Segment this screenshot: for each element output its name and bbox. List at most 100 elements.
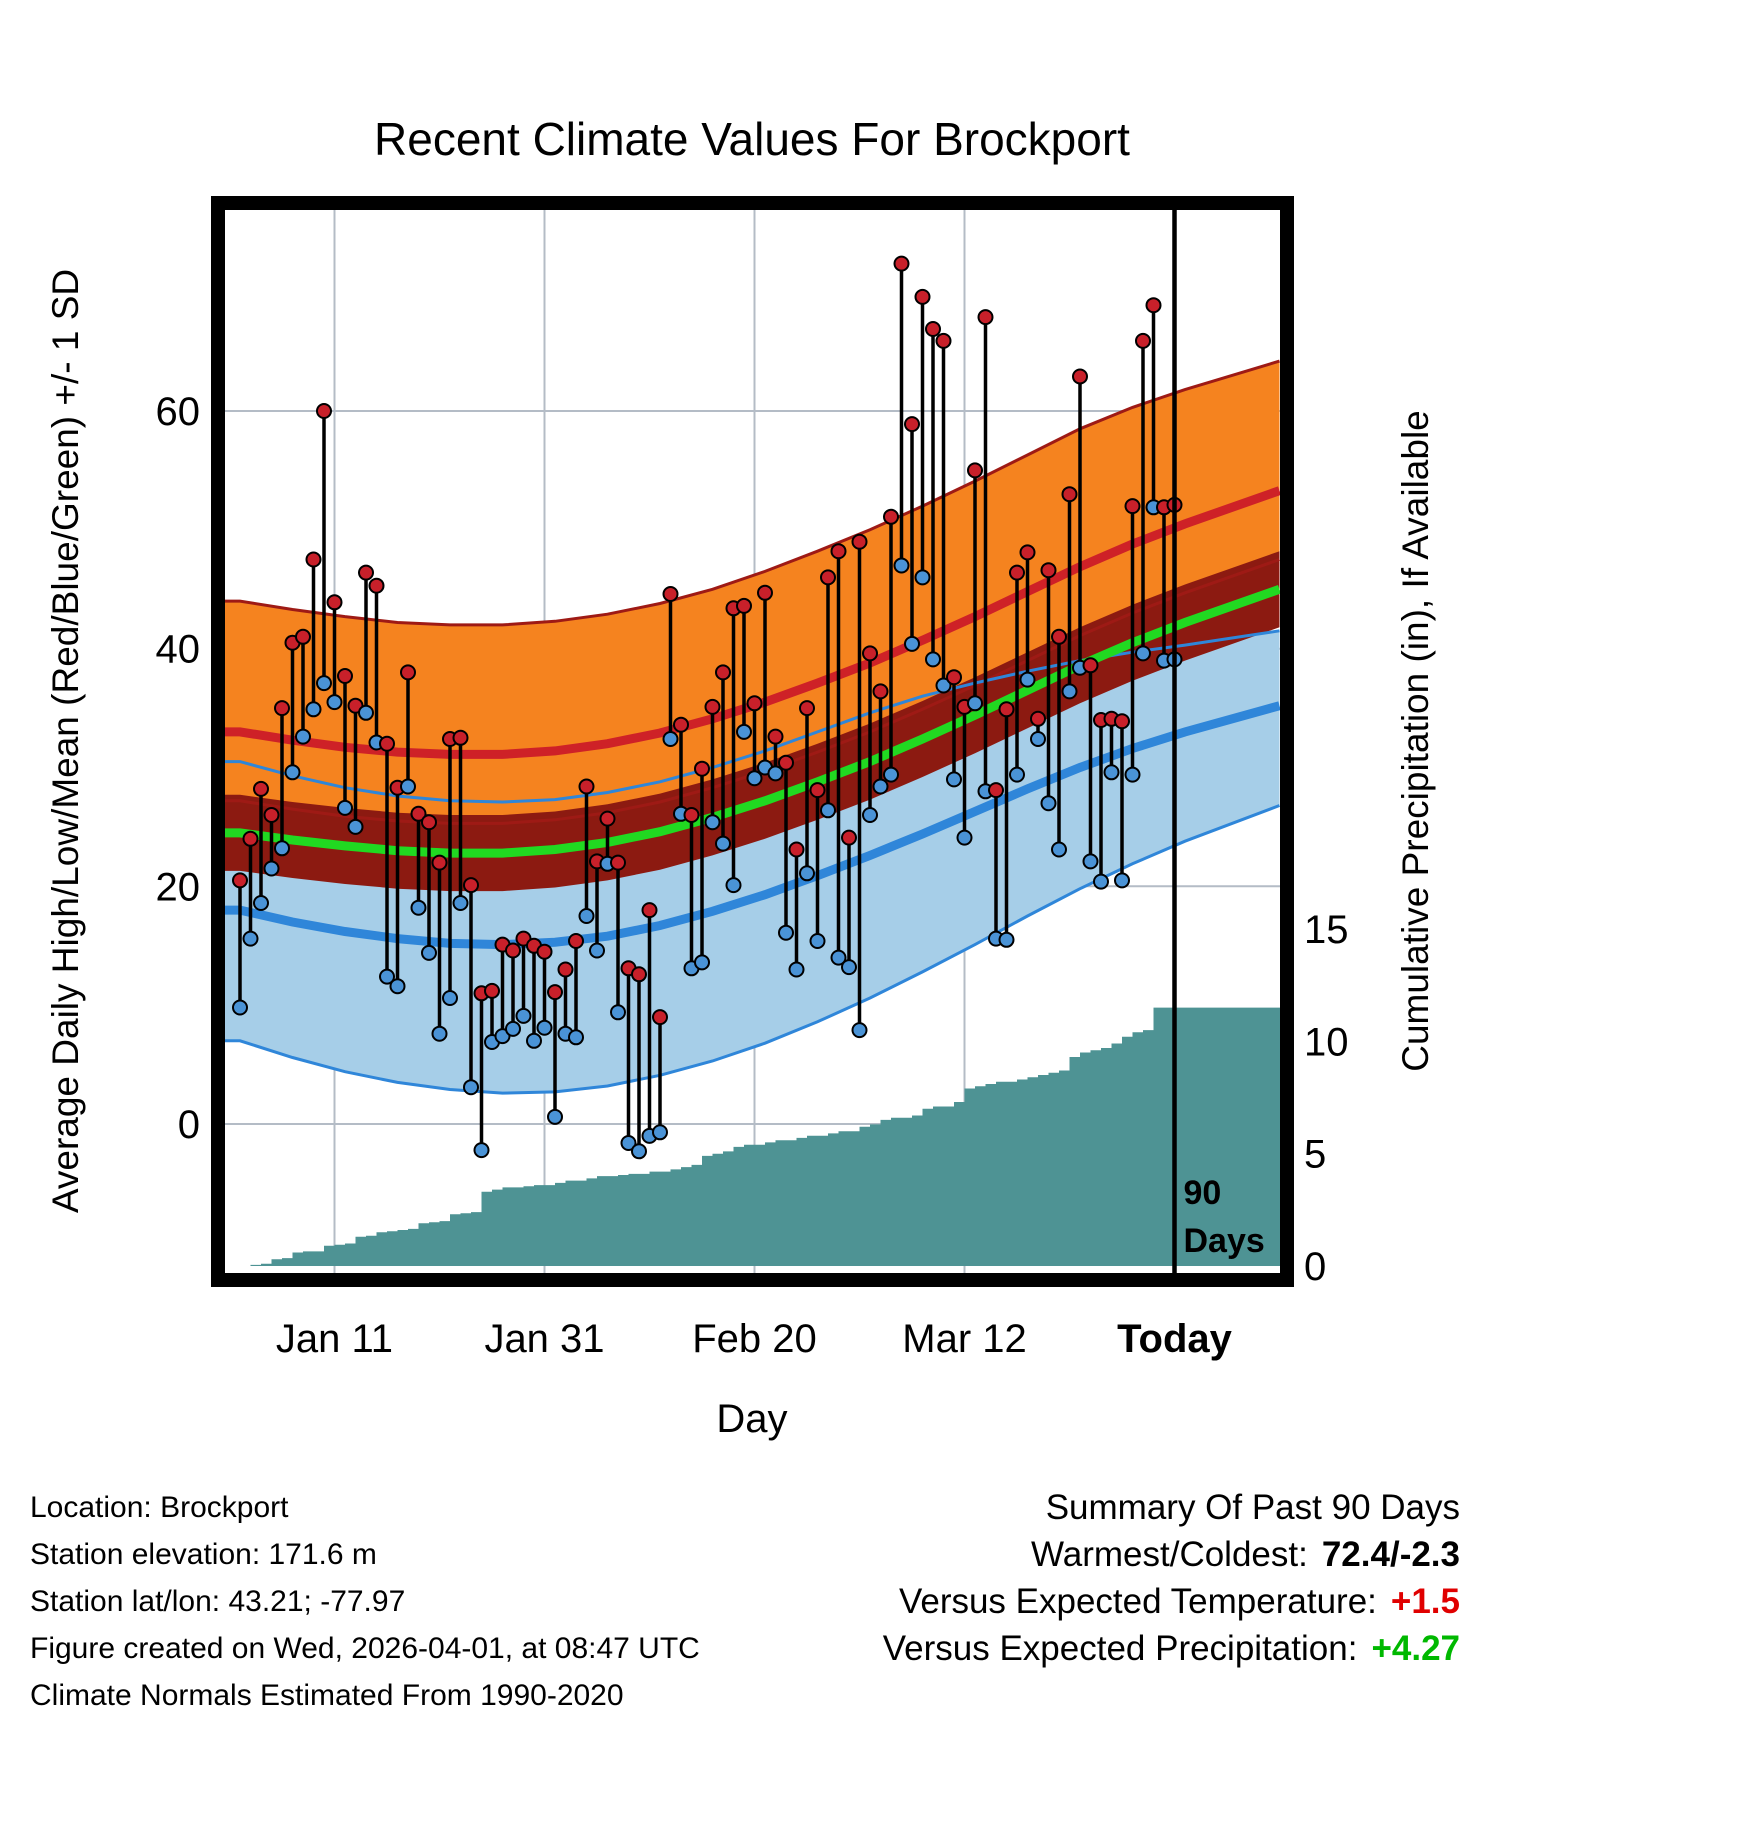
daily-high-dot (1072, 368, 1088, 385)
daily-low-dot (568, 1029, 584, 1046)
daily-high-dot (1030, 710, 1046, 727)
daily-low-dot (767, 765, 784, 782)
daily-low-dot (736, 723, 752, 740)
left-tick-label: 40 (156, 628, 201, 672)
figure-metadata: Location: Brockport Station elevation: 1… (30, 1484, 700, 1719)
daily-low-dot (536, 1019, 553, 1036)
x-tick-label: Jan 31 (484, 1317, 604, 1361)
daily-low-dot (452, 895, 469, 911)
daily-high-dot (1145, 297, 1162, 314)
daily-high-dot (998, 701, 1015, 718)
daily-low-dot (274, 840, 290, 857)
daily-low-dot (263, 860, 280, 877)
daily-high-dot (337, 668, 353, 684)
daily-high-dot (368, 577, 385, 594)
daily-high-dot (851, 533, 868, 550)
daily-high-dot (1135, 332, 1151, 349)
daily-low-dot (904, 635, 920, 652)
daily-low-dot (347, 818, 364, 835)
daily-low-dot (473, 1142, 490, 1159)
daily-low-dot (431, 1025, 448, 1042)
daily-high-dot (914, 288, 931, 305)
daily-high-dot (232, 872, 248, 889)
daily-low-dot (914, 569, 931, 586)
daily-low-dot (893, 557, 910, 574)
vs-precip-value: +4.27 (1371, 1629, 1460, 1668)
daily-low-dot (547, 1108, 563, 1125)
right-axis-label: Cumulative Precipitation (in), If Availa… (1395, 410, 1436, 1072)
daily-high-dot (694, 760, 710, 777)
plot-frame (211, 196, 1294, 1287)
chart-title: Recent Climate Values For Brockport (374, 113, 1130, 165)
high-band-upper-edge (225, 359, 1280, 627)
summary-precip-row: Versus Expected Precipitation: +4.27 (883, 1625, 1460, 1672)
daily-low-dot (232, 999, 248, 1016)
daily-high-dot (379, 735, 395, 752)
daily-low-dot (1051, 841, 1067, 858)
daily-high-dot (673, 716, 689, 733)
x-tick-label: Feb 20 (692, 1317, 817, 1361)
daily-low-dot (778, 924, 794, 941)
metadata-created: Figure created on Wed, 2026-04-01, at 08… (30, 1632, 700, 1665)
daily-high-dot (967, 462, 983, 479)
summary-temp-row: Versus Expected Temperature: +1.5 (883, 1578, 1460, 1625)
daily-low-dot (610, 1004, 626, 1021)
daily-low-dot (788, 961, 805, 978)
daily-low-dot (704, 814, 721, 831)
mean-normal-band (225, 551, 1280, 892)
daily-high-dot (1019, 544, 1036, 561)
daily-low-dot (746, 770, 763, 787)
daily-high-dot (547, 984, 563, 1001)
daily-high-dot (872, 683, 889, 700)
daily-low-dot (1030, 731, 1046, 747)
cumulative-precip-area (225, 1007, 1280, 1266)
daily-high-dot (883, 508, 899, 525)
daily-low-dot (694, 954, 710, 971)
low-normal-line (225, 701, 1280, 950)
daily-high-dot (946, 669, 962, 686)
daily-high-dot (484, 982, 500, 999)
high-normal-band (225, 361, 1280, 824)
metadata-location: Location: Brockport (30, 1491, 289, 1524)
right-tick-label: 0 (1304, 1245, 1326, 1289)
daily-low-dot (998, 931, 1015, 948)
daily-low-dot (1061, 683, 1078, 700)
daily-low-dot (967, 695, 983, 712)
daily-low-dot (358, 704, 374, 721)
daily-high-dot (326, 594, 343, 611)
daily-low-dot (505, 1020, 521, 1037)
daily-low-dot (316, 675, 332, 692)
metadata-latlon: Station lat/lon: 43.21; -77.97 (30, 1585, 406, 1618)
daily-high-dot (536, 943, 553, 960)
vs-precip-label: Versus Expected Precipitation: (882, 1629, 1358, 1668)
daily-low-dot (631, 1143, 647, 1160)
plot-area: 90 Days 0 20 40 60 0 5 10 15 Jan 11 Jan 31 Feb 20 Mar… (156, 196, 1349, 1361)
daily-high-dot (568, 933, 584, 949)
daily-high-dot (1082, 657, 1099, 674)
daily-high-dot (1124, 498, 1141, 515)
daily-high-dot (578, 778, 595, 795)
daily-high-dot (757, 584, 773, 601)
daily-high-dot (641, 902, 658, 919)
daily-high-dot (1009, 564, 1025, 581)
daily-low-dot (715, 835, 731, 852)
daily-low-dot (799, 865, 815, 882)
daily-low-dot (284, 764, 301, 781)
daily-low-dot (809, 933, 826, 949)
daily-low-dot (620, 1135, 637, 1151)
daily-low-dot (662, 731, 679, 747)
daily-high-dot (599, 810, 616, 827)
x-axis-label: Day (716, 1397, 787, 1441)
daily-low-dot (389, 978, 406, 995)
daily-high-dot (305, 551, 322, 568)
right-tick-label: 15 (1304, 908, 1349, 952)
daily-high-dot (809, 782, 826, 799)
daily-high-dot (557, 961, 574, 978)
daily-high-dot (736, 597, 752, 614)
daily-low-dot (946, 771, 962, 788)
daily-low-dot (410, 899, 427, 916)
daily-high-dot (631, 966, 647, 983)
daily-high-dot (746, 695, 763, 712)
summary-title: Summary Of Past 90 Days (1045, 1488, 1460, 1527)
